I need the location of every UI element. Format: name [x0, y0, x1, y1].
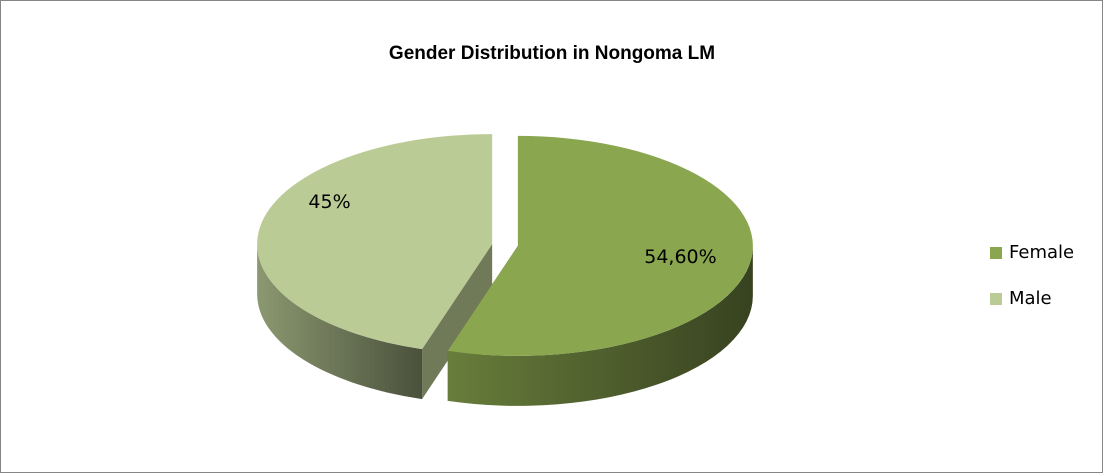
slice-wall [257, 244, 423, 400]
legend-label: Male [1009, 288, 1052, 309]
pie-slice [447, 135, 753, 356]
legend-swatch [990, 293, 1002, 305]
pie-slice [257, 134, 493, 350]
data-label: 45% [308, 191, 350, 213]
chart-title: Gender Distribution in Nongoma LM [389, 43, 715, 64]
legend-label: Female [1009, 242, 1074, 263]
legend-swatch [990, 247, 1002, 259]
data-label: 54,60% [644, 246, 716, 268]
slice-wall [447, 245, 753, 406]
slice-side [422, 244, 493, 400]
